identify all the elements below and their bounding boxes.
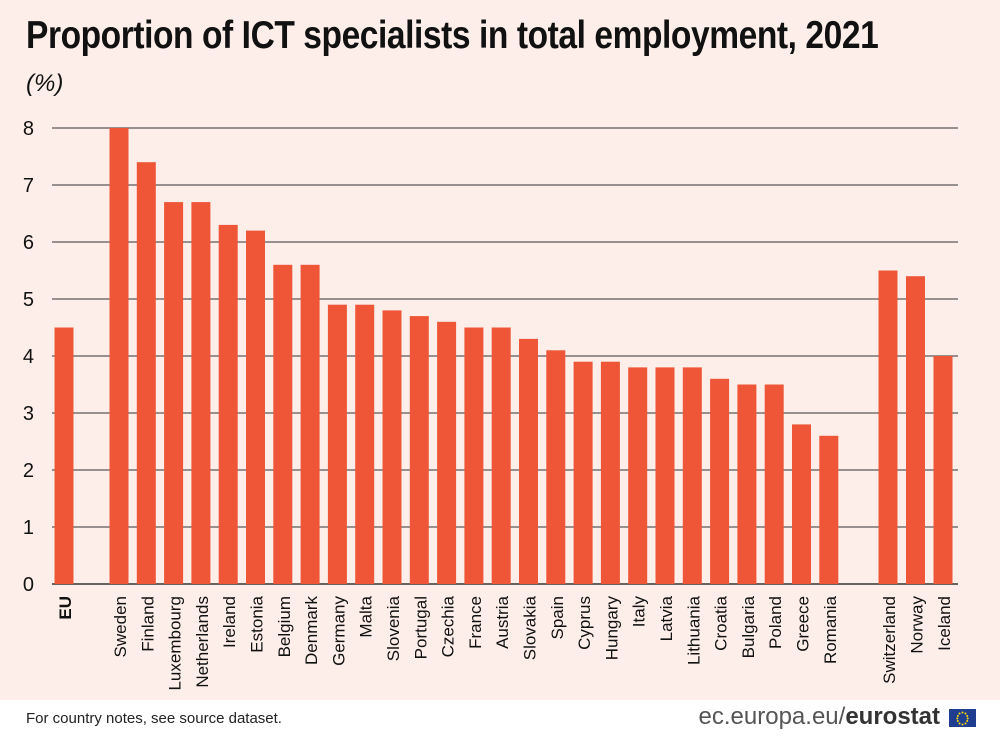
x-tick-label: Portugal [411,596,430,659]
y-tick-label: 4 [23,346,34,368]
source-prefix: ec.europa.eu/ [698,703,846,730]
x-tick-label: France [466,596,485,649]
x-tick-label: Hungary [602,596,621,661]
x-tick-label: Lithuania [684,595,703,665]
x-tick-label: Austria [493,595,512,648]
x-tick-label: Bulgaria [739,595,758,658]
x-tick-label: Italy [630,596,649,628]
x-tick-label: Iceland [935,596,954,651]
x-tick-label: Malta [357,595,376,637]
bar [682,367,702,584]
y-tick-label: 6 [23,232,34,254]
bar [136,162,156,584]
bar [300,264,320,584]
x-tick-label: Luxembourg [166,596,185,691]
x-tick-label: Greece [794,596,813,652]
y-tick-label: 7 [23,175,34,197]
y-tick-label: 3 [23,403,34,425]
x-tick-label: Slovenia [384,595,403,661]
bar [628,367,648,584]
bar [464,327,484,584]
y-tick-label: 5 [23,289,34,311]
bar [437,321,457,584]
y-tick-label: 1 [23,517,34,539]
bar [737,384,757,584]
bar [573,361,593,584]
x-tick-label: Croatia [712,595,731,650]
source-brand: eurostat [845,703,940,730]
bar [906,276,925,584]
y-tick-label: 0 [23,574,34,596]
x-tick-label: Poland [766,596,785,649]
bar [218,224,238,584]
bar [409,316,429,584]
x-tick-label: Romania [821,595,840,664]
bar [355,304,375,584]
x-tick-label: Belgium [275,596,294,657]
x-tick-label: EU [56,596,75,620]
source-link[interactable]: ec.europa.eu/eurostat [699,703,940,731]
bar [878,270,898,584]
x-tick-label: Sweden [111,596,130,657]
bar-chart: 0 1 2 3 4 5 6 7 8 EU Sweden Finland Luxembourg Nether… [23,118,958,691]
x-tick-label: Ireland [220,596,239,648]
chart-unit: (%) [26,70,64,97]
x-tick-label: Germany [329,596,348,666]
bar [819,435,839,584]
bar [519,338,538,584]
bar [933,356,953,584]
x-tick-label: Slovakia [521,595,540,660]
bar [246,230,265,584]
bar [273,264,293,584]
x-tick-label: Cyprus [575,596,594,650]
x-tick-label: Estonia [248,595,267,652]
x-tick-label: Norway [908,596,927,654]
bar [191,202,211,584]
bar [792,424,811,584]
x-tick-label: Spain [548,596,567,639]
bar [109,128,129,584]
y-tick-label: 8 [23,118,34,140]
x-tick-label: Czechia [439,595,458,657]
bar [600,361,620,584]
bar [764,384,784,584]
bar [546,350,566,584]
x-tick-label: Switzerland [880,596,899,684]
bar [164,202,184,584]
x-tick-label: Finland [138,596,157,652]
x-tick-label: Latvia [657,595,676,641]
x-tick-label: Denmark [302,596,321,665]
footer-note: For country notes, see source dataset. [26,710,282,727]
bar [491,327,511,584]
bar [655,367,675,584]
x-tick-label: Netherlands [193,596,212,688]
chart-title: Proportion of ICT specialists in total e… [26,14,879,57]
y-tick-label: 2 [23,460,34,482]
bar [327,304,347,584]
bar [382,310,402,584]
bar [54,327,74,584]
bar [710,378,730,584]
eu-flag-icon [949,709,976,727]
